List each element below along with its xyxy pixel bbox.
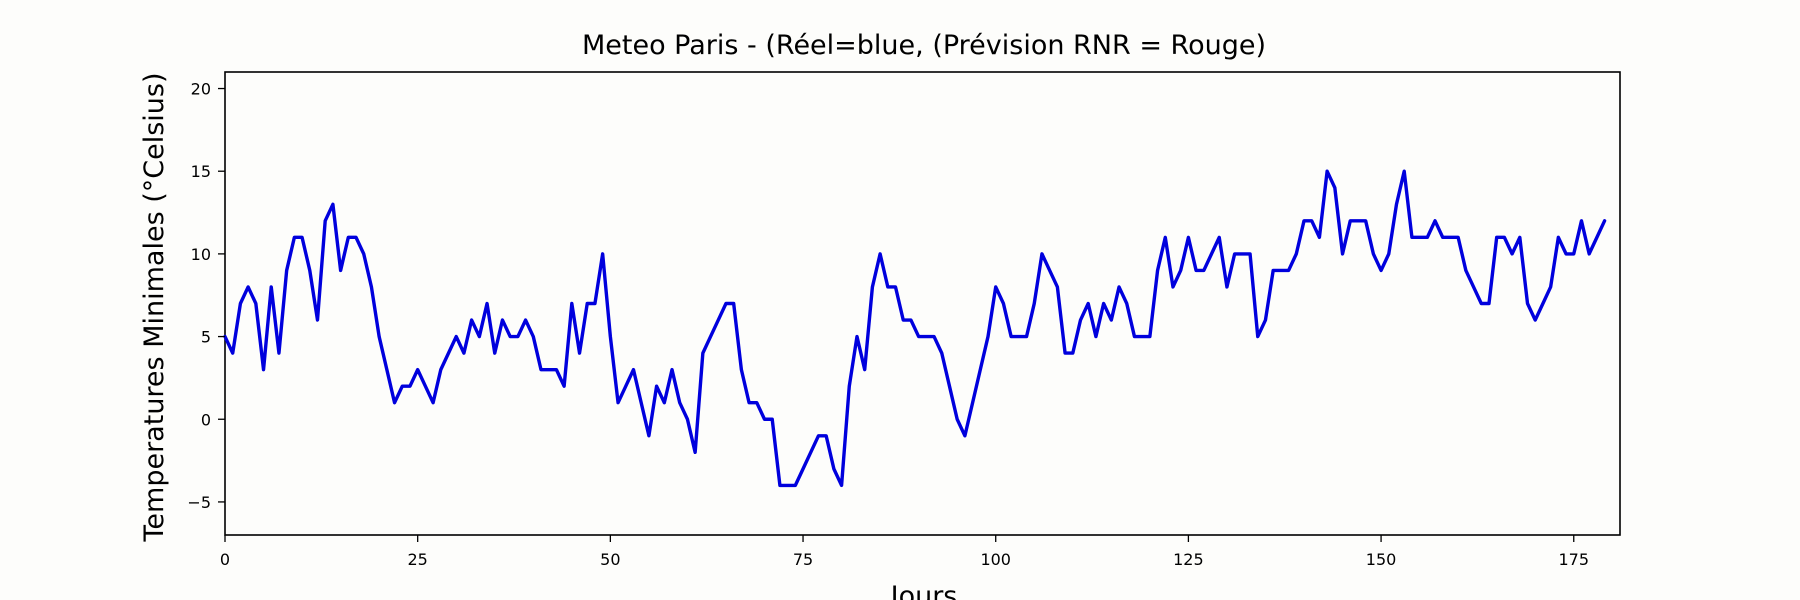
- x-tick-label: 125: [1173, 550, 1204, 569]
- x-tick-label: 150: [1366, 550, 1397, 569]
- series-line: [223, 169, 1607, 488]
- x-tick-label: 100: [980, 550, 1011, 569]
- y-tick-label: 10: [191, 245, 211, 264]
- x-tick-label: 175: [1558, 550, 1589, 569]
- y-tick-label: 0: [201, 410, 211, 429]
- plot-frame: [224, 71, 1621, 536]
- x-axis: 0 25 50 75 100 125 150 175: [220, 535, 1589, 569]
- y-tick-label: 5: [201, 328, 211, 347]
- chart-title: Meteo Paris - (Réel=blue, (Prévision RNR…: [582, 30, 1266, 61]
- y-tick-label: −5: [187, 493, 211, 512]
- y-tick-label: 20: [191, 80, 211, 99]
- y-tick-label: 15: [191, 162, 211, 181]
- x-tick-label: 0: [220, 550, 230, 569]
- y-axis: −5 0 5 10 15 20: [187, 80, 225, 512]
- y-axis-label: Temperatures Minimales (°Celsius): [139, 73, 170, 543]
- x-tick-label: 25: [407, 550, 427, 569]
- x-axis-label: Jours: [889, 581, 958, 600]
- x-tick-label: 50: [600, 550, 620, 569]
- x-tick-label: 75: [793, 550, 813, 569]
- plot-area: [223, 71, 1621, 536]
